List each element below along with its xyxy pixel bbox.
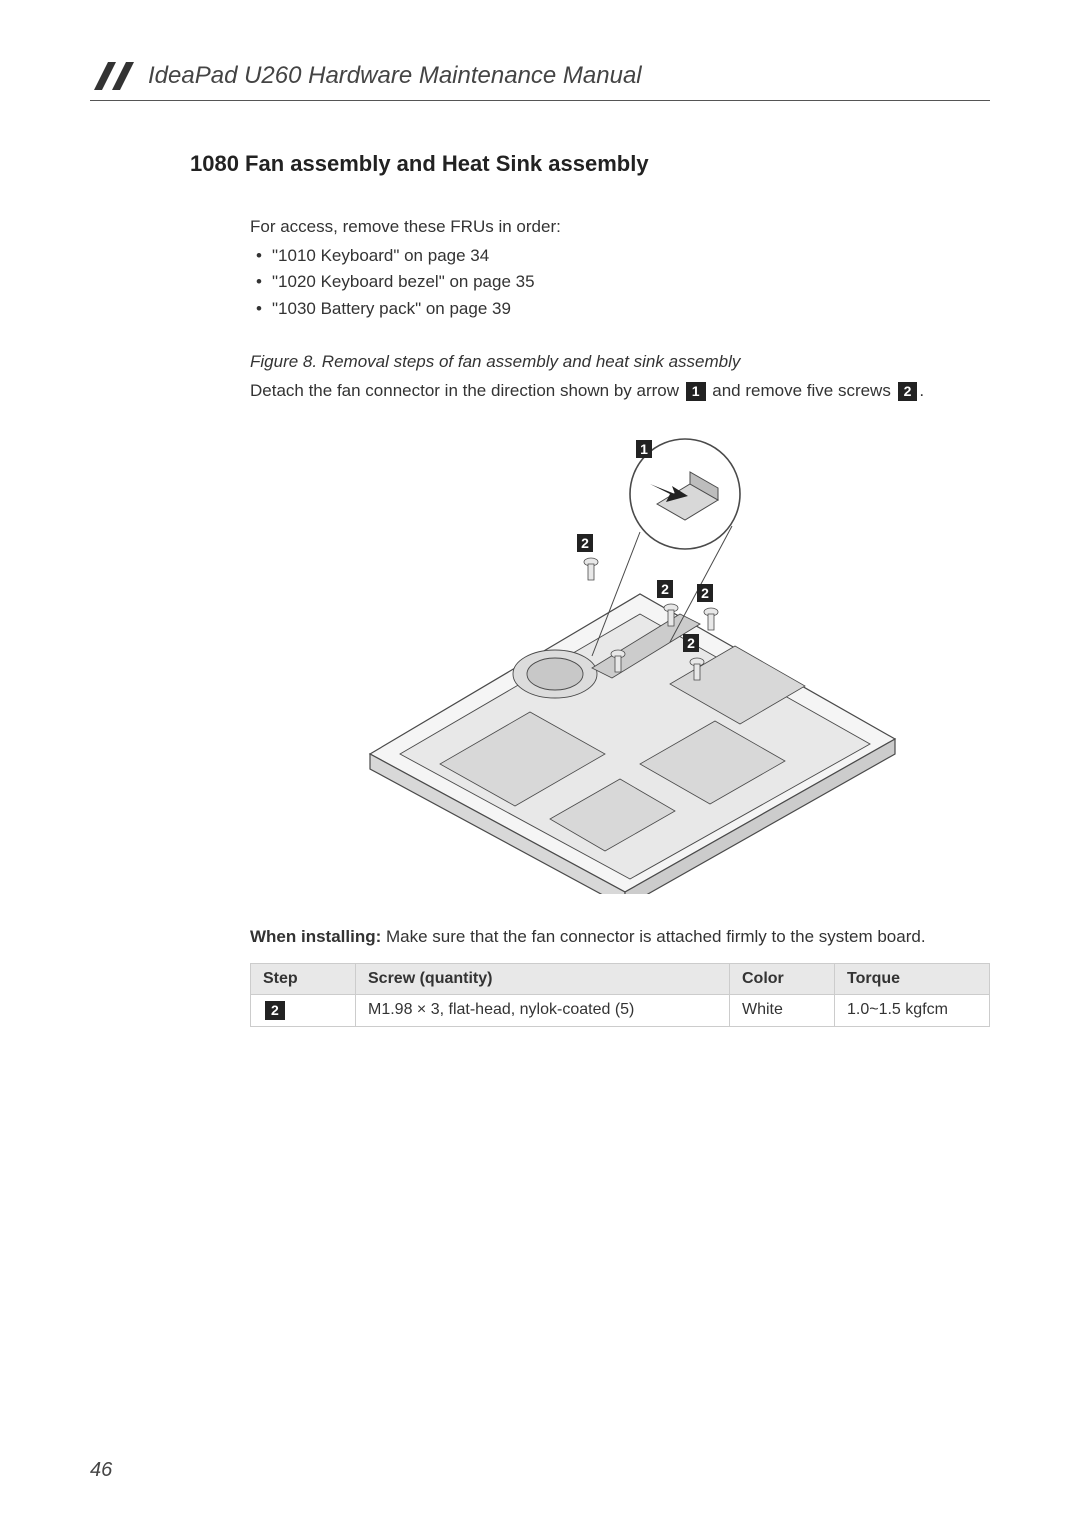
table-header-row: Step Screw (quantity) Color Torque [251,964,990,995]
callout-badge-2: 2 [898,382,918,401]
cell-step: 2 [251,995,356,1027]
callout-2c: 2 [697,584,713,602]
figure-caption: Figure 8. Removal steps of fan assembly … [250,352,990,372]
list-item: "1020 Keyboard bezel" on page 35 [250,269,990,295]
page-header: IdeaPad U260 Hardware Maintenance Manual [90,60,990,101]
step-callout: 2 [265,1001,285,1020]
list-item: "1010 Keyboard" on page 34 [250,243,990,269]
col-screw: Screw (quantity) [356,964,730,995]
figure-diagram: 1 2 2 2 [340,424,900,894]
cell-screw: M1.98 × 3, flat-head, nylok-coated (5) [356,995,730,1027]
figure-description: Detach the fan connector in the directio… [250,378,990,404]
install-text: Make sure that the fan connector is atta… [381,927,925,946]
lenovo-slash-icon [90,60,138,92]
callout-2d: 2 [683,634,699,652]
col-torque: Torque [835,964,990,995]
callout-1: 1 [636,440,652,458]
desc-text: . [919,381,924,400]
callout-2b: 2 [657,580,673,598]
callout-badge-1: 1 [686,382,706,401]
callout-2a: 2 [577,534,593,552]
intro-text: For access, remove these FRUs in order: [250,217,990,237]
content-area: 1080 Fan assembly and Heat Sink assembly… [90,151,990,1027]
svg-text:2: 2 [581,535,589,551]
svg-text:1: 1 [640,441,648,457]
cell-torque: 1.0~1.5 kgfcm [835,995,990,1027]
desc-text: Detach the fan connector in the directio… [250,381,684,400]
list-item: "1030 Battery pack" on page 39 [250,296,990,322]
install-note: When installing: Make sure that the fan … [250,924,990,950]
col-step: Step [251,964,356,995]
page-number: 46 [90,1459,112,1482]
svg-text:2: 2 [687,635,695,651]
section-heading: 1080 Fan assembly and Heat Sink assembly [190,151,990,177]
col-color: Color [730,964,835,995]
svg-text:2: 2 [661,581,669,597]
screw-table: Step Screw (quantity) Color Torque 2 M1.… [250,963,990,1027]
install-label: When installing: [250,927,381,946]
desc-text: and remove five screws [708,381,896,400]
header-title: IdeaPad U260 Hardware Maintenance Manual [148,62,642,90]
cell-color: White [730,995,835,1027]
svg-text:2: 2 [701,585,709,601]
body-block: For access, remove these FRUs in order: … [190,217,990,1027]
page: IdeaPad U260 Hardware Maintenance Manual… [0,0,1080,1532]
table-row: 2 M1.98 × 3, flat-head, nylok-coated (5)… [251,995,990,1027]
fru-list: "1010 Keyboard" on page 34 "1020 Keyboar… [250,243,990,322]
